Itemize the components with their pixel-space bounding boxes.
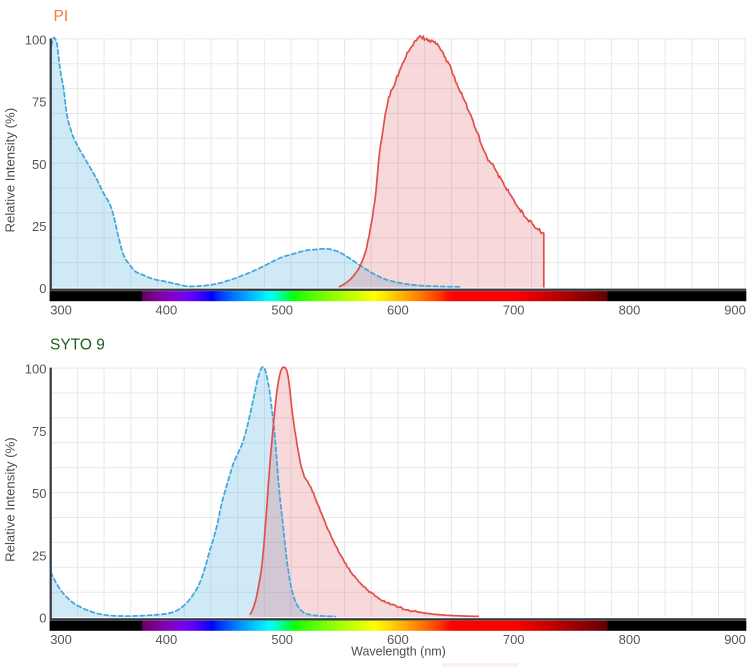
svg-text:300: 300	[50, 632, 72, 647]
svg-text:0: 0	[39, 611, 46, 626]
svg-text:50: 50	[32, 157, 46, 172]
svg-text:600: 600	[387, 632, 409, 647]
svg-text:400: 400	[156, 303, 178, 318]
svg-text:75: 75	[32, 95, 46, 110]
svg-text:700: 700	[503, 303, 525, 318]
svg-text:800: 800	[619, 632, 641, 647]
svg-text:Wavelength (nm): Wavelength (nm)	[351, 645, 446, 659]
svg-text:25: 25	[32, 219, 46, 234]
svg-text:800: 800	[619, 303, 641, 318]
svg-text:Relative Intensity (%): Relative Intensity (%)	[3, 108, 18, 233]
svg-text:500: 500	[271, 303, 293, 318]
svg-text:0: 0	[39, 281, 46, 296]
svg-text:700: 700	[503, 632, 525, 647]
svg-text:25: 25	[32, 549, 46, 564]
svg-text:PI: PI	[54, 8, 69, 25]
svg-text:Relative Intensity (%): Relative Intensity (%)	[3, 437, 18, 562]
svg-text:50: 50	[32, 486, 46, 501]
svg-text:100: 100	[25, 362, 47, 377]
svg-text:300: 300	[50, 303, 72, 318]
svg-text:600: 600	[387, 303, 409, 318]
svg-text:500: 500	[271, 632, 293, 647]
svg-text:SYTO 9: SYTO 9	[50, 336, 105, 353]
svg-text:900: 900	[724, 632, 746, 647]
svg-text:400: 400	[156, 632, 178, 647]
svg-text:75: 75	[32, 424, 46, 439]
svg-text:900: 900	[724, 303, 746, 318]
svg-text:100: 100	[25, 33, 47, 48]
